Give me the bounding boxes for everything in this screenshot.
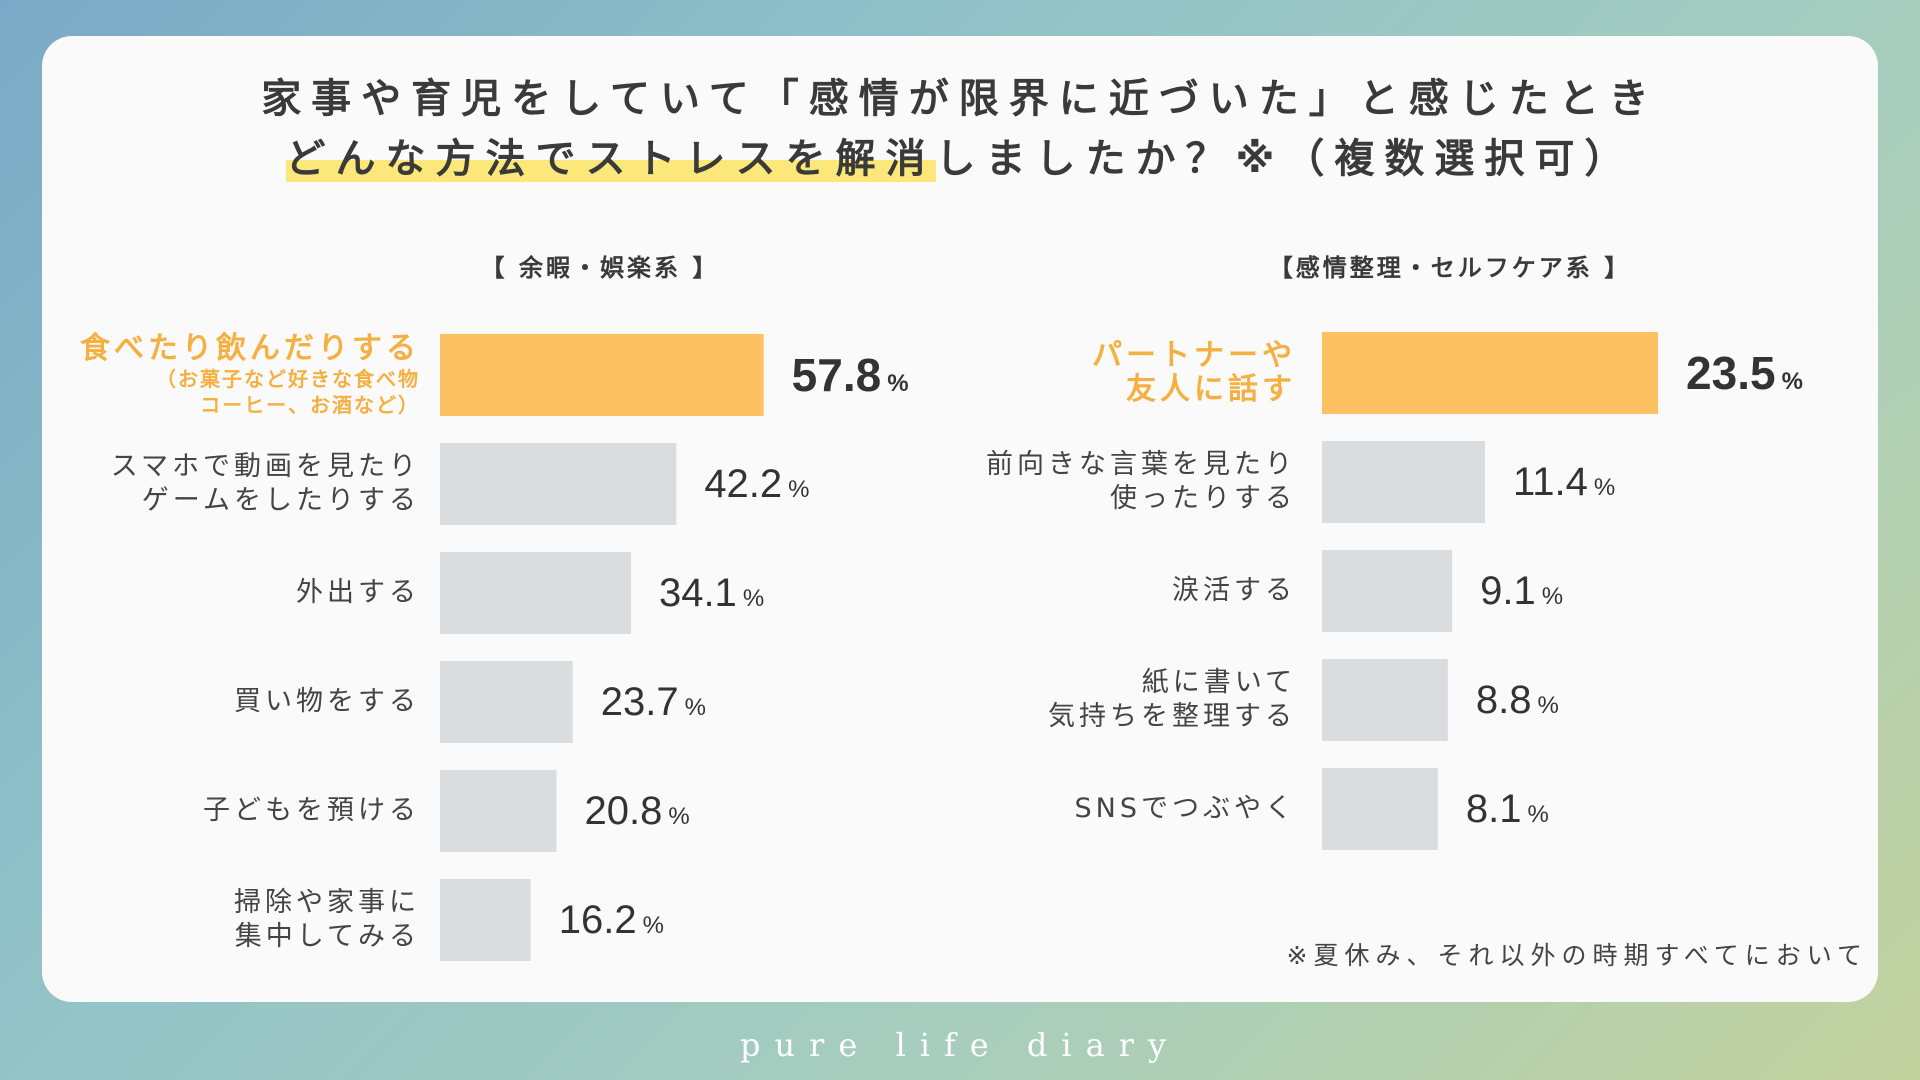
leisure-value-label-1: 42.2% [704, 462, 809, 507]
value-unit: % [642, 911, 664, 939]
leisure-bar-3 [440, 661, 573, 743]
value-number: 23.7 [600, 679, 679, 724]
selfcare-bar-1 [1322, 441, 1486, 523]
selfcare-bar-3 [1322, 659, 1448, 741]
category-label-line: 子どもを預ける [203, 795, 420, 826]
leisure-category-label-0: 食べたり飲んだりする （お菓子など好きな食べ物 コーヒー、お酒など） [80, 332, 420, 418]
category-label-line: 気持ちを整理する [1048, 701, 1296, 732]
title-highlight: どんな方法でストレスを解消 [285, 136, 936, 182]
category-label-line: （お菓子など好きな食べ物 [156, 367, 420, 391]
value-unit: % [668, 802, 690, 830]
value-number: 42.2 [704, 461, 783, 506]
category-label-line: 友人に話す [1126, 372, 1296, 407]
selfcare-bar-4 [1322, 768, 1438, 850]
selfcare-value-label-1: 11.4% [1513, 460, 1615, 505]
leisure-bar-1 [440, 443, 677, 525]
category-label-line: 使ったりする [1110, 483, 1296, 514]
value-number: 8.8 [1475, 677, 1532, 722]
selfcare-bar-0 [1322, 332, 1659, 414]
value-number: 57.8 [791, 349, 882, 401]
selfcare-value-label-2: 9.1% [1480, 569, 1563, 614]
value-unit: % [1541, 582, 1564, 610]
leisure-bar-5 [440, 879, 531, 961]
leisure-bar-4 [440, 770, 557, 852]
value-number: 16.2 [558, 897, 637, 942]
value-number: 23.5 [1686, 347, 1776, 399]
value-number: 9.1 [1480, 568, 1536, 613]
category-label-line: 掃除や家事に [234, 887, 420, 918]
category-label-line: コーヒー、お酒など） [200, 393, 420, 417]
value-unit: % [742, 584, 765, 612]
selfcare-category-label-1: 前向きな言葉を見たり 使ったりする [986, 448, 1296, 516]
footnote: ※夏休み、それ以外の時期すべてにおいて [1286, 941, 1868, 970]
value-unit: % [1781, 368, 1803, 395]
category-label-line: パートナーや [1092, 338, 1296, 373]
leisure-value-label-3: 23.7% [601, 680, 706, 725]
category-label-line: 前向きな言葉を見たり [986, 449, 1296, 480]
category-label-line: 紙に書いて [1141, 667, 1296, 698]
page-title-line2: どんな方法でストレスを解消しましたか？※（複数選択可） [0, 126, 1920, 184]
leisure-bar-0 [440, 334, 764, 416]
value-unit: % [1537, 691, 1559, 719]
leisure-bar-2 [440, 552, 631, 634]
selfcare-category-label-0: パートナーや 友人に話す [1092, 339, 1296, 407]
value-number: 8.1 [1465, 786, 1522, 831]
category-label-line: スマホで動画を見たり [110, 451, 420, 482]
selfcare-value-label-0: 23.5% [1686, 346, 1803, 400]
selfcare-bar-2 [1322, 550, 1453, 632]
leisure-value-label-0: 57.8% [792, 348, 909, 402]
value-number: 34.1 [658, 570, 737, 615]
category-label-line: ゲームをしたりする [141, 485, 420, 516]
selfcare-value-label-4: 8.1% [1466, 787, 1549, 832]
value-unit: % [1527, 800, 1549, 828]
leisure-category-label-2: 外出する [296, 576, 420, 610]
value-number: 20.8 [584, 788, 663, 833]
leisure-category-label-1: スマホで動画を見たり ゲームをしたりする [111, 450, 420, 518]
selfcare-category-label-4: SNSでつぶやく [1075, 792, 1296, 826]
selfcare-value-label-3: 8.8% [1476, 678, 1559, 723]
value-unit: % [684, 693, 706, 721]
title-rest: しましたか？※（複数選択可） [935, 136, 1635, 182]
leisure-value-label-2: 34.1% [659, 571, 764, 616]
leisure-category-label-4: 子どもを預ける [203, 794, 420, 828]
leisure-value-label-4: 20.8% [584, 789, 689, 834]
brand-logo-text: pure life diary [739, 1026, 1181, 1064]
category-label-line: SNSでつぶやく [1074, 793, 1296, 824]
value-unit: % [788, 475, 810, 503]
page-title-line1: 家事や育児をしていて「感情が限界に近づいた」と感じたとき [261, 76, 1659, 122]
leisure-category-label-5: 掃除や家事に 集中してみる [234, 886, 420, 954]
category-label-line: 食べたり飲んだりする [80, 331, 420, 366]
section-title-leisure: 【 余暇・娯楽系 】 [480, 254, 720, 282]
category-label-line: 涙活する [1172, 575, 1296, 606]
value-unit: % [1593, 473, 1616, 501]
category-label-line: 集中してみる [234, 921, 420, 952]
selfcare-category-label-3: 紙に書いて 気持ちを整理する [1048, 666, 1296, 734]
value-unit: % [887, 370, 909, 397]
content-card [42, 36, 1878, 1002]
category-label-line: 外出する [296, 577, 420, 608]
leisure-value-label-5: 16.2% [559, 898, 664, 943]
category-label-line: 買い物をする [234, 686, 420, 717]
selfcare-category-label-2: 涙活する [1172, 574, 1296, 608]
value-number: 11.4 [1513, 459, 1588, 504]
section-title-selfcare: 【感情整理・セルフケア系 】 [1268, 254, 1632, 282]
leisure-category-label-3: 買い物をする [234, 685, 420, 719]
